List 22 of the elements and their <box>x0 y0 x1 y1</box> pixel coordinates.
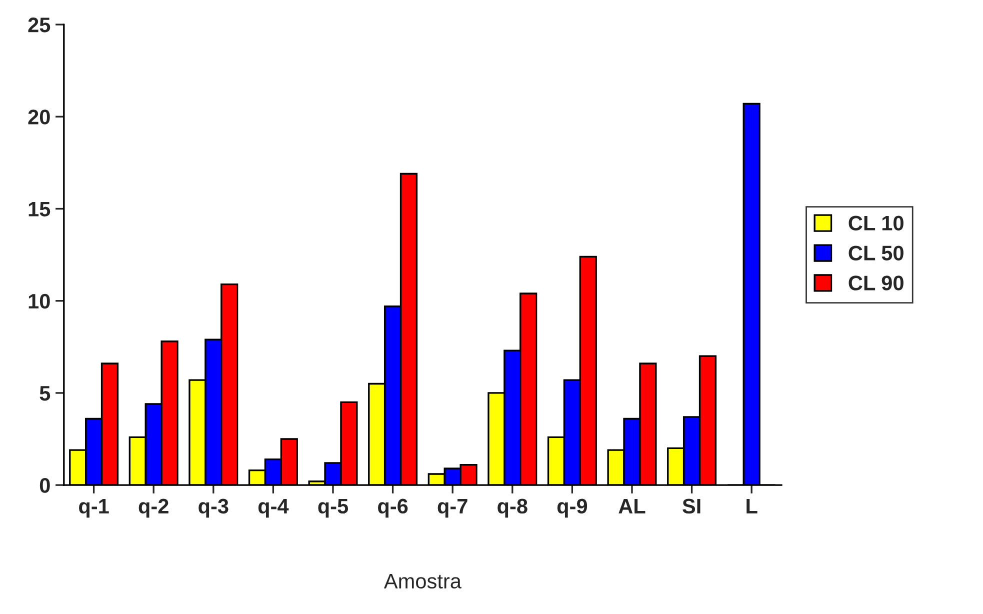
x-tick-label: q-1 <box>79 499 109 518</box>
x-tick-label: q-6 <box>378 498 408 518</box>
legend-label: CL 90 <box>848 276 904 290</box>
x-tick-label: AL <box>618 499 646 514</box>
x-tick-label: q-7 <box>438 499 468 518</box>
x-tick-label: q-4 <box>258 499 289 518</box>
x-tick-label: q-8 <box>498 498 528 518</box>
x-axis-title: Amostra <box>384 574 462 589</box>
x-tick-label: q-9 <box>557 498 588 518</box>
x-tick-label: SI <box>682 498 700 514</box>
x-tick-label: L <box>746 499 758 514</box>
x-tick-label: q-5 <box>318 499 348 518</box>
x-tick-label: q-3 <box>198 498 228 518</box>
y-tick-label: 10 <box>28 294 50 309</box>
y-tick-label: 25 <box>28 18 50 32</box>
y-tick-label: 15 <box>28 202 50 217</box>
legend-label: CL 10 <box>848 216 904 231</box>
y-tick-label: 0 <box>40 478 50 493</box>
y-tick-label: 5 <box>40 386 50 401</box>
y-tick-label: 20 <box>28 110 50 124</box>
legend-label: CL 50 <box>848 246 904 260</box>
x-tick-label: q-2 <box>138 498 168 518</box>
